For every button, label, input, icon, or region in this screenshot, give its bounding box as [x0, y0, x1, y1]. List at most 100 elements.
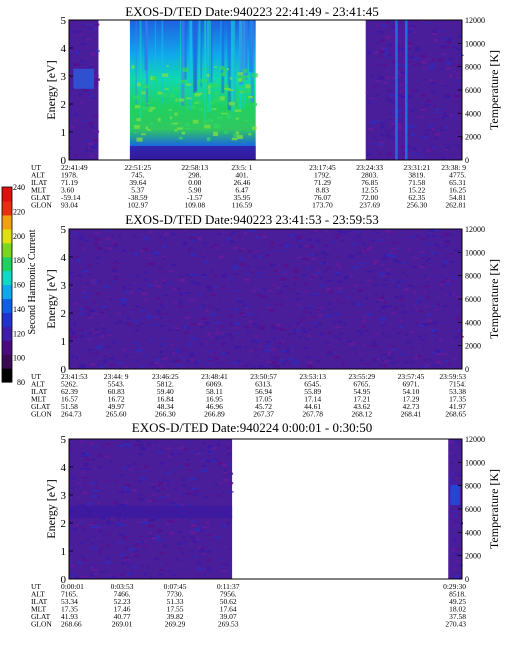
orbit-row-label: ILAT — [31, 597, 48, 606]
spectrogram-cell — [90, 279, 96, 282]
colorbar-swatch — [2, 284, 12, 300]
spectrogram-cell — [294, 235, 299, 237]
spectrogram-cell — [127, 573, 132, 576]
spectrogram-cell — [149, 486, 155, 490]
spectrogram-cell — [127, 317, 130, 320]
spectrogram-cell — [118, 320, 123, 323]
spectrogram-cell — [192, 234, 195, 236]
spectrogram-cell — [192, 119, 199, 124]
energy-tick-label: 2 — [61, 518, 67, 530]
spectrogram-cell — [431, 335, 434, 337]
spectrogram-cell — [143, 540, 149, 542]
spectrogram-cell — [170, 452, 175, 456]
spectrogram-cell — [230, 336, 234, 340]
spectrogram-cell — [278, 303, 283, 306]
spectrogram-cell — [292, 361, 298, 365]
spectrogram-cell — [284, 349, 290, 353]
spectrogram-cell — [194, 92, 201, 97]
orbit-value: 267.78 — [302, 410, 323, 419]
spectrogram-cell — [384, 35, 391, 39]
spectrogram-cell — [95, 486, 98, 490]
spectrogram-cell — [328, 352, 332, 355]
spectrogram-cell — [75, 356, 79, 359]
spectrogram-cell — [424, 79, 427, 81]
spectrogram-cell — [382, 294, 385, 297]
spectrogram-cell — [85, 150, 88, 152]
spectrogram-cell — [121, 303, 126, 306]
spectrogram-cell — [188, 550, 194, 552]
spectrogram-cell — [443, 305, 448, 307]
spectrogram-cell — [228, 570, 231, 572]
panel-3-ylabel: Energy [eV] — [44, 479, 58, 538]
spectrogram-cell — [271, 361, 277, 364]
spectrogram-cell — [91, 546, 97, 550]
spectrogram-cell — [330, 313, 336, 315]
spectrogram-cell — [165, 500, 170, 502]
spectrogram-cell — [132, 489, 137, 492]
spectrogram-cell — [457, 330, 463, 332]
temperature-tick-label: 8000 — [465, 63, 481, 72]
spectrogram-cell — [427, 319, 433, 321]
spectrogram-cell — [171, 122, 174, 125]
spectrogram-cell — [422, 358, 427, 361]
spectrogram-cell — [208, 358, 214, 361]
orbit-value: 55.89 — [304, 387, 321, 396]
spectrogram-cell — [176, 127, 184, 130]
panel-1-title: EXOS-D/TED Date:940223 22:41:49 - 23:41:… — [125, 4, 378, 19]
spectrogram-cell — [213, 549, 217, 551]
spectrogram-cell — [202, 465, 207, 468]
spectrogram-cell — [152, 485, 156, 488]
spectrogram-cell — [372, 85, 378, 87]
spectrogram-cell — [231, 241, 235, 244]
spectrogram-cell — [204, 341, 208, 343]
spectrogram-cell — [136, 118, 141, 122]
spectrogram-cell — [336, 229, 343, 232]
spectrogram-cell — [135, 359, 141, 362]
spectrogram-cell — [399, 295, 404, 298]
spectrogram-cell — [178, 305, 184, 308]
spectrogram-cell — [83, 465, 88, 467]
spectrogram-cell — [84, 307, 90, 310]
spectrogram-cell — [319, 277, 323, 280]
spectrogram-cell — [230, 280, 234, 282]
spectrogram-cell — [199, 326, 205, 329]
spectrogram-cell — [92, 569, 97, 571]
spectrogram-cell — [180, 560, 185, 562]
spectrogram-cell — [93, 74, 99, 77]
spectrogram-cell — [456, 86, 460, 88]
spectrogram-cell — [423, 274, 427, 278]
spectrogram-cell — [202, 276, 207, 278]
spectrogram-blob — [73, 68, 94, 89]
spectrogram-cell — [87, 338, 93, 340]
spectrogram-cell — [163, 312, 168, 315]
spectrogram-cell — [419, 339, 426, 341]
spectrogram-cell — [439, 46, 445, 49]
orbit-value: 268.66 — [61, 620, 82, 629]
orbit-value: 44.61 — [304, 402, 321, 411]
spectrogram-cell — [95, 567, 98, 569]
orbit-value: 116.59 — [232, 201, 253, 210]
spectrogram-cell — [100, 357, 104, 359]
spectrogram-cell — [281, 350, 287, 352]
spectrogram-cell — [430, 147, 433, 151]
spectrogram-cell — [213, 97, 221, 102]
spectrogram-cell — [78, 521, 83, 523]
spectrogram-cell — [119, 444, 125, 448]
spectrogram-cell — [69, 548, 71, 552]
orbit-value: 1978. — [61, 171, 78, 180]
spectrogram-cell — [404, 288, 409, 291]
spectrogram-cell — [420, 286, 424, 288]
orbit-value: 23:38: 9 — [441, 163, 466, 172]
spectrogram-cell — [97, 502, 101, 505]
spectrogram-cell — [448, 37, 452, 41]
spectrogram-cell — [352, 347, 357, 349]
spectrogram-cell — [237, 72, 244, 76]
spectrogram-cell — [159, 462, 164, 465]
spectrogram-cell — [87, 531, 90, 534]
orbit-value: 109.08 — [184, 201, 205, 210]
spectrogram-cell — [378, 364, 381, 367]
spectrogram-cell — [95, 524, 98, 528]
spectrogram-cell — [222, 470, 228, 474]
orbit-value: 71.19 — [61, 178, 78, 187]
spectrogram-cell — [74, 113, 78, 115]
